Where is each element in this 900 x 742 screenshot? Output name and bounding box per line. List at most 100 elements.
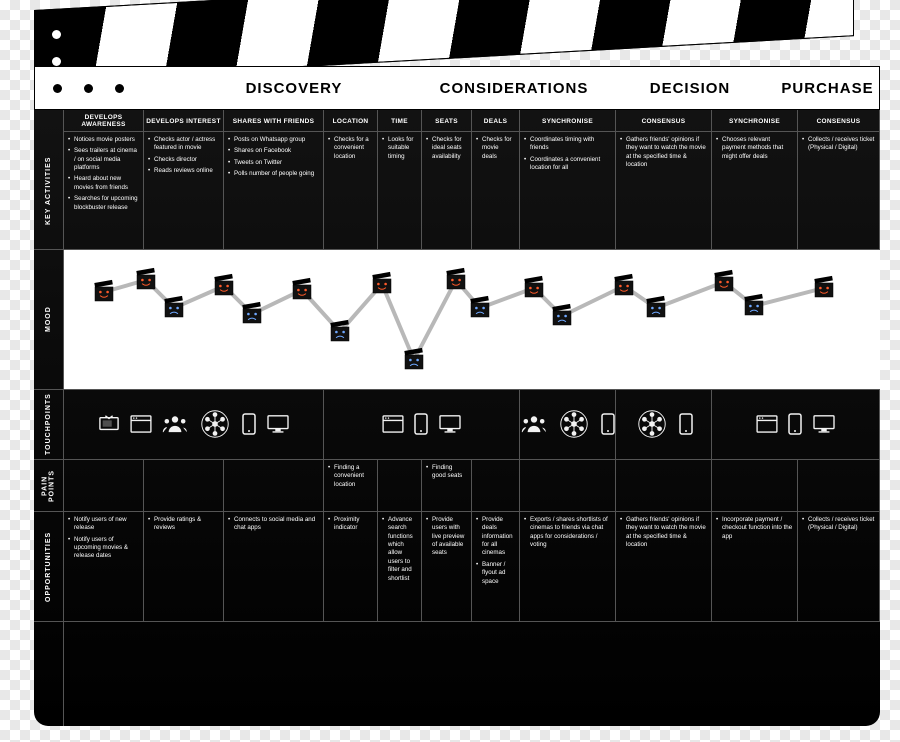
browser-icon [130, 415, 152, 435]
mood-node-14 [646, 296, 665, 317]
browser-icon [756, 415, 778, 435]
touchpoint-group-2 [520, 390, 616, 459]
cell [64, 460, 144, 511]
subphase-8: CONSENSUS [616, 110, 712, 132]
cell: Provide users with live preview of avail… [422, 512, 472, 621]
subphase-3: LOCATION [324, 110, 378, 132]
cell: Notify users of new releaseNotify users … [64, 512, 144, 621]
touchpoint-group-1 [324, 390, 520, 459]
phase-discovery: DISCOVERY [164, 80, 424, 97]
cell: Checks for movie deals [472, 132, 520, 249]
mood-node-11 [524, 276, 543, 297]
mood-node-6 [330, 320, 349, 341]
cell: Checks for a convenient location [324, 132, 378, 249]
mood-node-16 [744, 294, 763, 315]
subphase-6: DEALS [472, 110, 520, 132]
row-touchpoints [64, 390, 880, 460]
cell [144, 460, 224, 511]
subphase-10: CONSENSUS [798, 110, 880, 132]
cell: Notices movie postersSees trailers at ci… [64, 132, 144, 249]
mood-chart [64, 250, 880, 390]
journey-grid: DEVELOPS AWARENESSDEVELOPS INTERESTSHARE… [64, 110, 880, 726]
phase-considerations: CONSIDERATIONS [424, 80, 604, 97]
row-label-mood: MOOD [34, 250, 63, 390]
mobile-icon [679, 413, 693, 437]
mobile-icon [242, 413, 256, 437]
cell: Gathers friends' opinions if they want t… [616, 132, 712, 249]
cell [520, 460, 616, 511]
cell: Posts on Whatsapp groupShares on Faceboo… [224, 132, 324, 249]
mood-node-0 [94, 280, 113, 301]
subphase-5: SEATS [422, 110, 472, 132]
cell [224, 460, 324, 511]
subphase-4: TIME [378, 110, 422, 132]
cell [378, 460, 422, 511]
mobile-icon [788, 413, 802, 437]
mood-node-1 [136, 268, 155, 289]
row-key-activities: Notices movie postersSees trailers at ci… [64, 132, 880, 250]
mobile-icon [414, 413, 428, 437]
cell: Connects to social media and chat apps [224, 512, 324, 621]
phase-purchase: PURCHASE [776, 80, 879, 97]
social-burst-icon [557, 407, 591, 443]
cell: Collects / receives ticket (Physical / D… [798, 512, 880, 621]
subphase-2: SHARES WITH FRIENDS [224, 110, 324, 132]
subphase-headers: DEVELOPS AWARENESSDEVELOPS INTERESTSHARE… [64, 110, 880, 132]
group-icon [521, 414, 547, 436]
row-label-opp: OPPORTUNITIES [34, 512, 63, 622]
row-opportunities: Notify users of new releaseNotify users … [64, 512, 880, 622]
subphase-1: DEVELOPS INTEREST [144, 110, 224, 132]
cell: Provide ratings & reviews [144, 512, 224, 621]
cell: Chooses relevant payment methods that mi… [712, 132, 798, 249]
phase-headers: DISCOVERY CONSIDERATIONS DECISION PURCHA… [164, 80, 879, 97]
cell: Collects / receives ticket (Physical / D… [798, 132, 880, 249]
cell: Proximity indicator [324, 512, 378, 621]
cell: Checks actor / actress featured in movie… [144, 132, 224, 249]
mood-node-10 [470, 296, 489, 317]
cell: Provide deals information for all cinema… [472, 512, 520, 621]
mood-node-17 [814, 276, 833, 297]
cell [798, 460, 880, 511]
desktop-icon [812, 414, 836, 436]
mood-node-9 [446, 268, 465, 289]
row-pain-points: Finding a convenient location Finding goo… [64, 460, 880, 512]
clapper-hinge: DISCOVERY CONSIDERATIONS DECISION PURCHA… [34, 66, 880, 110]
row-labels: KEY ACTIVITIESMOODTOUCHPOINTSPAIN POINTS… [34, 110, 64, 726]
cell: Incorporate payment / checkout function … [712, 512, 798, 621]
phase-decision: DECISION [604, 80, 776, 97]
tv-icon [98, 414, 120, 436]
subphase-7: SYNCHRONISE [520, 110, 616, 132]
cell: Advance search functions which allow use… [378, 512, 422, 621]
cell: Exports / shares shortlists of cinemas t… [520, 512, 616, 621]
cell [472, 460, 520, 511]
desktop-icon [266, 414, 290, 436]
desktop-icon [438, 414, 462, 436]
social-burst-icon [635, 407, 669, 443]
mood-node-2 [164, 296, 183, 317]
mood-node-13 [614, 274, 633, 295]
cell: Gathers friends' opinions if they want t… [616, 512, 712, 621]
group-icon [162, 414, 188, 436]
cell: Finding good seats [422, 460, 472, 511]
mood-node-7 [372, 272, 391, 293]
social-burst-icon [198, 407, 232, 443]
cell: Checks for ideal seats availability [422, 132, 472, 249]
cell: Looks for suitable timing [378, 132, 422, 249]
mood-node-15 [714, 270, 733, 291]
browser-icon [382, 415, 404, 435]
subphase-0: DEVELOPS AWARENESS [64, 110, 144, 132]
touchpoint-group-3 [616, 390, 712, 459]
row-label-pain: PAIN POINTS [34, 460, 63, 512]
touchpoint-group-0 [64, 390, 324, 459]
mood-node-4 [242, 302, 261, 323]
subphase-9: SYNCHRONISE [712, 110, 798, 132]
mood-node-8 [404, 348, 423, 369]
cell [616, 460, 712, 511]
mood-node-12 [552, 304, 571, 325]
mood-node-5 [292, 278, 311, 299]
row-label-touch: TOUCHPOINTS [34, 390, 63, 460]
journey-board: KEY ACTIVITIESMOODTOUCHPOINTSPAIN POINTS… [34, 110, 880, 726]
cell: Coordinates timing with friendsCoordinat… [520, 132, 616, 249]
cell: Finding a convenient location [324, 460, 378, 511]
cell [712, 460, 798, 511]
